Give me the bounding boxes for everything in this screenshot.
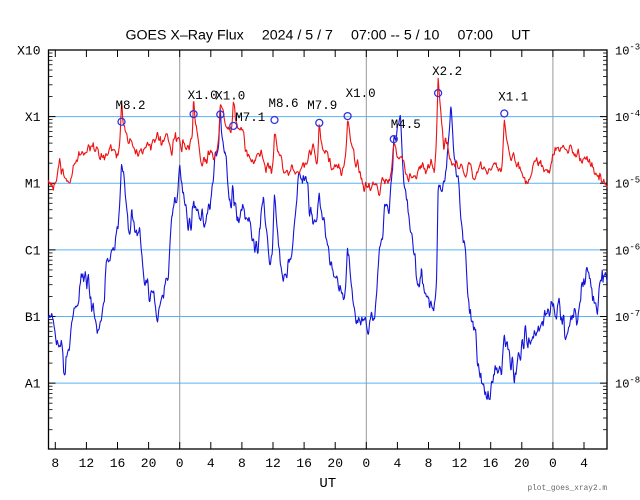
- svg-text:X1: X1: [25, 110, 41, 125]
- svg-text:0: 0: [549, 456, 557, 471]
- svg-text:GOES X–Ray Flux 2024 / 5 / 7: GOES X–Ray Flux 2024 / 5 / 7 07:00 ‐‐ 5 …: [125, 28, 530, 44]
- svg-text:M4.5: M4.5: [391, 118, 421, 132]
- svg-text:8: 8: [425, 456, 433, 471]
- svg-text:8: 8: [51, 456, 59, 471]
- svg-text:C1: C1: [25, 243, 41, 258]
- svg-text:A1: A1: [25, 377, 41, 392]
- svg-text:4: 4: [393, 456, 401, 471]
- svg-text:0: 0: [362, 456, 370, 471]
- svg-text:M8.2: M8.2: [115, 99, 145, 113]
- svg-text:plot_goes_xray2.m: plot_goes_xray2.m: [527, 485, 607, 493]
- svg-text:4: 4: [580, 456, 588, 471]
- svg-text:M7.1: M7.1: [235, 111, 265, 125]
- svg-text:12: 12: [452, 456, 468, 471]
- svg-text:X1.0: X1.0: [346, 87, 376, 101]
- svg-text:16: 16: [296, 456, 312, 471]
- svg-text:M7.9: M7.9: [307, 99, 337, 113]
- svg-text:UT: UT: [319, 476, 336, 492]
- svg-text:16: 16: [483, 456, 499, 471]
- svg-text:20: 20: [327, 456, 343, 471]
- svg-text:8: 8: [238, 456, 246, 471]
- svg-text:X1.1: X1.1: [498, 91, 528, 105]
- svg-text:12: 12: [79, 456, 95, 471]
- svg-text:M8.6: M8.6: [268, 97, 298, 111]
- svg-text:16: 16: [110, 456, 126, 471]
- svg-text:4: 4: [207, 456, 215, 471]
- svg-text:12: 12: [265, 456, 281, 471]
- svg-text:0: 0: [176, 456, 184, 471]
- svg-text:20: 20: [141, 456, 157, 471]
- svg-text:X10: X10: [17, 43, 40, 58]
- svg-text:B1: B1: [25, 310, 41, 325]
- svg-text:M1: M1: [25, 177, 41, 192]
- svg-text:X2.2: X2.2: [432, 65, 462, 79]
- svg-text:X1.0: X1.0: [188, 89, 218, 103]
- svg-text:20: 20: [514, 456, 530, 471]
- svg-text:X1.0: X1.0: [215, 90, 245, 104]
